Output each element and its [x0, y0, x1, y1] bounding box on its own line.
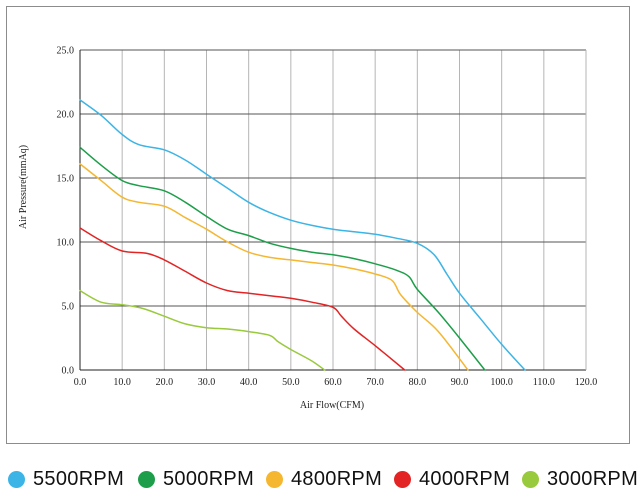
x-tick-label: 100.0	[490, 377, 513, 388]
y-tick-label: 10.0	[57, 238, 75, 249]
chart-frame	[6, 6, 630, 444]
legend-label: 5000RPM	[163, 467, 255, 490]
legend-label: 4000RPM	[419, 467, 511, 490]
legend-item: 5500RPM	[8, 464, 124, 494]
y-tick-label: 5.0	[62, 302, 75, 313]
x-tick-label: 60.0	[324, 377, 342, 388]
x-tick-label: 110.0	[533, 377, 555, 388]
y-axis-label: Air Pressure(mmAq)	[18, 145, 29, 229]
x-tick-label: 10.0	[113, 377, 131, 388]
grid-layer	[80, 49, 587, 370]
y-tick-label: 15.0	[57, 174, 75, 185]
legend-item: 3000RPM	[522, 464, 638, 494]
y-tick-label: 25.0	[57, 46, 75, 57]
series-layer	[79, 99, 526, 371]
legend-item: 4800RPM	[266, 464, 382, 494]
x-tick-label: 0.0	[74, 377, 87, 388]
legend-label: 3000RPM	[547, 467, 639, 490]
legend: 5500RPM 5000RPM 4800RPM 4000RPM 3000RPM	[0, 464, 640, 494]
legend-label: 4800RPM	[291, 467, 383, 490]
legend-label: 5500RPM	[33, 467, 125, 490]
legend-marker	[138, 470, 155, 488]
pressure-flow-chart: 0.0 10.0 20.0 30.0 40.0 50.0 60.0 70.0 80.0 90.0 1…	[18, 46, 598, 412]
legend-marker	[394, 470, 411, 488]
legend-item: 5000RPM	[138, 464, 254, 494]
x-tick-label: 30.0	[198, 377, 216, 388]
x-tick-label: 120.0	[575, 377, 598, 388]
series-line-5000rpm	[79, 146, 486, 371]
x-tick-label: 50.0	[282, 377, 300, 388]
y-tick-label: 20.0	[57, 110, 75, 121]
legend-marker	[8, 470, 25, 488]
legend-item: 4000RPM	[394, 464, 510, 494]
series-line-5500rpm	[79, 99, 526, 371]
x-tick-label: 80.0	[409, 377, 427, 388]
legend-marker	[266, 470, 283, 488]
x-tick-label: 90.0	[451, 377, 469, 388]
legend-marker	[522, 470, 539, 488]
y-tick-label: 0.0	[62, 366, 75, 377]
series-line-4000rpm	[79, 227, 406, 371]
series-line-4800rpm	[79, 163, 469, 371]
x-tick-label: 70.0	[366, 377, 384, 388]
x-axis-label: Air Flow(CFM)	[300, 400, 364, 411]
axis-layer: 0.0 10.0 20.0 30.0 40.0 50.0 60.0 70.0 80.0 90.0 1…	[57, 46, 598, 389]
x-tick-label: 20.0	[156, 377, 174, 388]
series-line-3000rpm	[79, 289, 326, 371]
x-tick-label: 40.0	[240, 377, 258, 388]
